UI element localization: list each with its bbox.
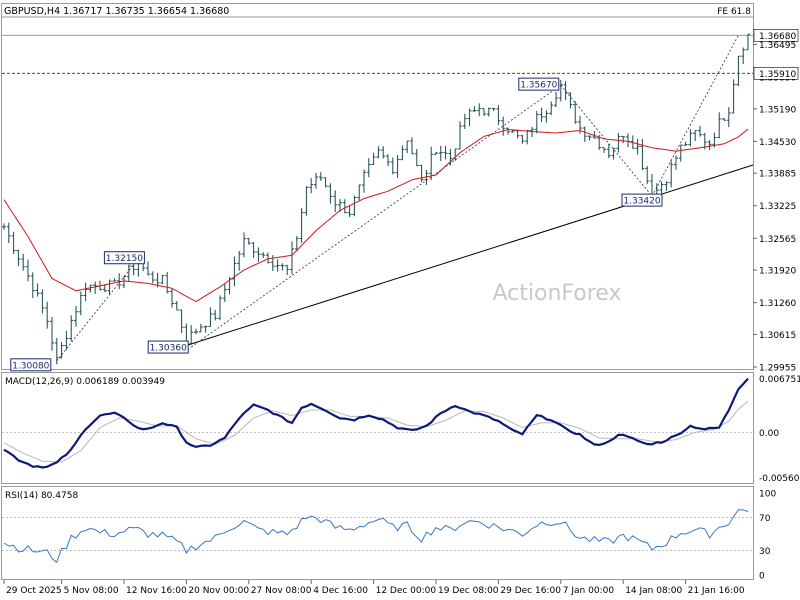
- time-tick-label: 12 Nov 16:00: [126, 586, 187, 596]
- rsi-plot: 100 70 30 0: [2, 490, 776, 582]
- annotation-label: 1.30360: [150, 344, 187, 354]
- moving-average: [3, 128, 749, 303]
- time-axis: 29 Oct 2025 5 Nov 08:00 12 Nov 16:00 20 Nov…: [3, 580, 745, 596]
- rsi-tick-label: 30: [759, 547, 771, 557]
- reference-lines: [2, 16, 753, 74]
- annotation-box: [147, 340, 189, 354]
- price-tick-label: 1.29955: [759, 364, 796, 374]
- rsi-panel: [1, 486, 754, 580]
- price-tick-label: 1.35190: [759, 105, 796, 115]
- fib-level-label: 1.35910: [759, 70, 796, 80]
- macd-tick-label: -0.005608: [759, 474, 800, 484]
- time-tick-label: 4 Dec 16:00: [313, 586, 368, 596]
- price-tick-label: 1.34530: [759, 138, 796, 148]
- time-tick-label: 12 Dec 00:00: [376, 586, 437, 596]
- annotation-label: 1.32150: [106, 254, 143, 264]
- annotation-box: [621, 193, 663, 207]
- time-tick-label: 21 Jan 16:00: [688, 586, 745, 596]
- annotation-box: [10, 358, 52, 372]
- projection-line-4: [651, 35, 739, 197]
- price-tick-label: 1.33885: [759, 170, 796, 180]
- rsi-tick-label: 100: [759, 490, 776, 500]
- annotation-label: 1.35670: [520, 81, 557, 91]
- annotation-label: 1.30080: [12, 361, 49, 371]
- time-tick-label: 20 Nov 00:00: [188, 586, 249, 596]
- projection-line-1: [56, 258, 139, 362]
- time-tick-label: 29 Oct 2025: [6, 586, 62, 596]
- time-tick-label: 7 Jan 00:00: [563, 586, 615, 596]
- fib-level-box: [753, 66, 799, 80]
- price-annotations: 1.30080 1.32150 1.30360 1.35670 1.33420: [10, 77, 663, 372]
- price-tick-label: 1.36495: [759, 41, 796, 51]
- price-tick-label: 1.32565: [759, 235, 796, 245]
- time-tick-label: 14 Jan 08:00: [625, 586, 682, 596]
- projection-line-2: [190, 84, 562, 348]
- time-tick-label: 19 Dec 08:00: [438, 586, 499, 596]
- rsi-line: [3, 509, 749, 564]
- fib-label: FE 61.8: [717, 7, 751, 17]
- annotation-box: [103, 251, 145, 265]
- current-price-box: [753, 29, 799, 42]
- time-tick-label: 29 Dec 16:00: [500, 586, 561, 596]
- macd-tick-label: 0.00: [759, 429, 779, 439]
- price-tick-label: 1.31920: [759, 267, 796, 277]
- rsi-tick-label: 70: [759, 514, 771, 524]
- time-tick-label: 27 Nov 08:00: [251, 586, 312, 596]
- macd-plot: 0.006751 0.00 -0.005608: [2, 375, 800, 484]
- price-tick-label: 1.30615: [759, 331, 796, 341]
- macd-header: MACD(12,26,9) 0.006189 0.003949: [5, 377, 165, 387]
- main-panel: [1, 3, 754, 370]
- symbol-header: GBPUSD,H4 1.36717 1.36735 1.36654 1.3668…: [4, 6, 229, 17]
- macd-line: [3, 377, 749, 469]
- macd-panel: [1, 372, 754, 484]
- price-tick-label: 1.31260: [759, 299, 796, 309]
- annotation-label: 1.33420: [623, 197, 660, 207]
- price-axis: 1.364951.358301.351901.345301.338851.332…: [753, 29, 799, 374]
- candles: [2, 33, 750, 365]
- annotation-box: [518, 77, 560, 91]
- watermark: ActionForex: [493, 281, 622, 306]
- current-price-label: 1.36680: [759, 32, 796, 42]
- macd-tick-label: 0.006751: [759, 375, 800, 385]
- price-tick-label: 1.33225: [759, 202, 796, 212]
- time-tick-label: 5 Nov 08:00: [64, 586, 119, 596]
- moving-average-line: [3, 128, 749, 303]
- rsi-tick-label: 0: [759, 572, 765, 582]
- rsi-header: RSI(14) 80.4758: [5, 491, 78, 501]
